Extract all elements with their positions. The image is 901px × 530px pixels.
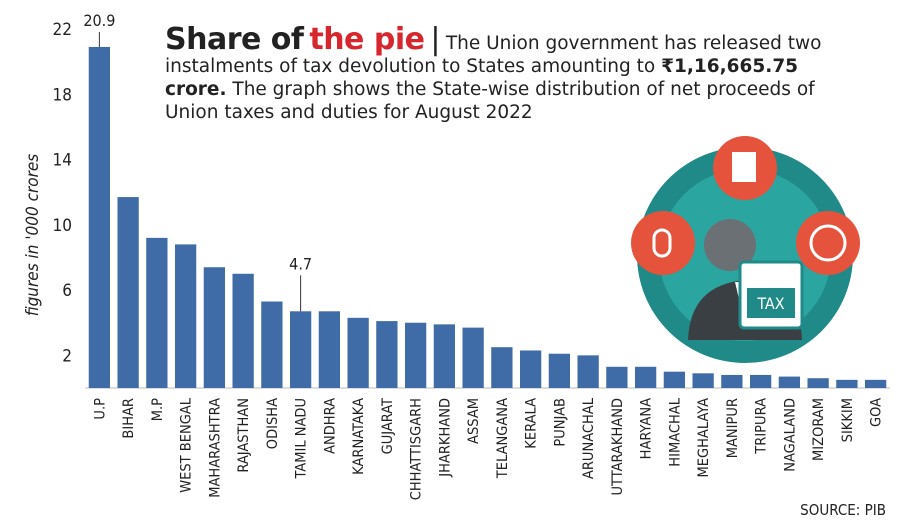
y-tick-label: 2	[62, 346, 72, 366]
title-highlight: the pie	[309, 22, 424, 57]
bar	[520, 350, 541, 388]
illustration	[631, 136, 860, 363]
value-label: 4.7	[289, 254, 312, 273]
bar	[89, 47, 110, 388]
x-tick-label: TRIPURA	[754, 398, 770, 455]
title: Share of	[165, 22, 303, 57]
bar	[204, 267, 225, 388]
x-tick-label: GOA	[869, 398, 885, 427]
header: Share of the pie | The Union government …	[165, 28, 865, 124]
bar	[692, 373, 713, 388]
y-tick-label: 14	[53, 151, 72, 171]
bar	[232, 274, 253, 388]
bar	[347, 318, 368, 388]
bar	[491, 347, 512, 388]
x-tick-label: ODISHA	[265, 398, 281, 449]
x-tick-label: BIHAR	[121, 398, 137, 439]
x-tick-label: KERALA	[524, 398, 540, 449]
mouse-icon	[631, 211, 695, 275]
bar	[117, 197, 138, 388]
x-tick-label: MIZORAM	[811, 398, 827, 461]
x-tick-label: ANDHRA	[322, 398, 338, 454]
bar	[146, 238, 167, 388]
bar	[836, 380, 857, 388]
bar	[290, 311, 311, 388]
x-tick-label: WEST BENGAL	[179, 397, 195, 493]
x-tick-label: HIMACHAL	[667, 397, 683, 466]
x-tick-label: TELANGANA	[495, 398, 511, 479]
doc	[732, 152, 756, 182]
bar	[319, 311, 340, 388]
bar	[376, 321, 397, 388]
bar	[807, 378, 828, 388]
bar	[721, 375, 742, 388]
bar	[405, 323, 426, 388]
source: SOURCE: PIB	[800, 501, 886, 519]
x-tick-label: MEGHALAYA	[696, 398, 712, 478]
x-tick-label: U.P	[92, 398, 108, 420]
y-tick-label: 10	[53, 216, 72, 236]
y-axis-label: figures in '000 crores	[23, 154, 43, 317]
separator: |	[430, 22, 440, 57]
x-tick-label: M.P	[150, 398, 166, 421]
x-tick-label: RAJASTHAN	[236, 398, 252, 473]
bar	[635, 367, 656, 388]
bar	[779, 377, 800, 388]
bar	[664, 372, 685, 388]
bar	[549, 354, 570, 388]
x-tick-label: NAGALAND	[782, 398, 798, 472]
x-tick-label: KARNATAKA	[351, 398, 367, 475]
x-tick-label: MAHARASHTRA	[207, 398, 223, 498]
x-tick-label: JHARKHAND	[437, 398, 453, 478]
x-tick-label: TAMIL NADU	[294, 398, 310, 480]
bar	[462, 328, 483, 388]
x-tick-label: GUJARAT	[380, 397, 396, 454]
bar	[261, 302, 282, 388]
x-tick-label: SIKKIM	[840, 398, 856, 442]
y-tick-label: 18	[53, 85, 72, 105]
bar	[175, 244, 196, 388]
x-tick-label: CHHATTISGARH	[409, 398, 425, 500]
rupee-icon	[796, 211, 860, 275]
bar	[865, 380, 886, 388]
x-tick-label: ASSAM	[466, 398, 482, 444]
x-tick-label: PUNJAB	[552, 398, 568, 447]
x-tick-label: HARYANA	[639, 398, 655, 459]
value-label: 20.9	[83, 11, 115, 30]
bar	[434, 324, 455, 388]
bar	[606, 367, 627, 388]
y-tick-label: 22	[53, 20, 72, 40]
x-tick-label: MANIPUR	[725, 398, 741, 458]
y-tick-label: 6	[62, 281, 72, 301]
tax-text: TAX	[756, 294, 784, 313]
bar	[750, 375, 771, 388]
bar	[577, 355, 598, 388]
page: {"chart_data": {"type": "bar", "title": …	[0, 0, 901, 530]
x-tick-label: UTTARAKHAND	[610, 398, 626, 496]
subtitle-end: The graph shows the State-wise distribut…	[165, 79, 815, 123]
x-tick-label: ARUNACHAL	[581, 397, 597, 479]
